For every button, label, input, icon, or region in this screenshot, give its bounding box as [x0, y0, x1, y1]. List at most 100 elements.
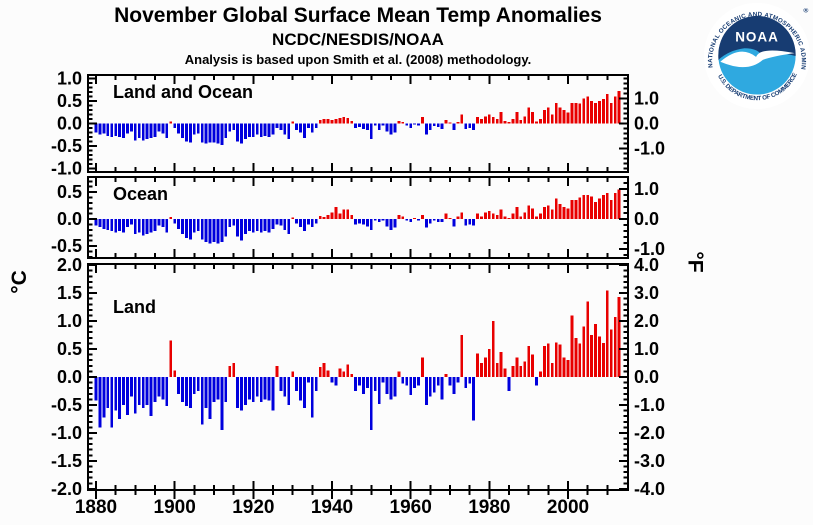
bar: [106, 377, 110, 408]
bar: [192, 219, 196, 233]
bar: [314, 219, 318, 224]
bar: [452, 123, 456, 131]
bar: [314, 123, 318, 128]
bar: [609, 102, 613, 124]
bar: [511, 213, 515, 220]
bar: [287, 123, 291, 140]
bar: [283, 123, 287, 135]
bar: [338, 213, 342, 220]
bar: [487, 349, 491, 377]
bar: [133, 219, 137, 235]
bar: [303, 123, 306, 138]
bar: [342, 209, 346, 220]
bar: [263, 377, 267, 400]
bar: [480, 216, 483, 220]
bar: [228, 219, 232, 228]
bar: [503, 216, 507, 220]
bar: [244, 377, 247, 405]
bar: [369, 123, 373, 140]
bar: [334, 377, 338, 386]
bar: [251, 123, 255, 137]
bar: [350, 120, 354, 124]
bar: [527, 107, 531, 124]
bar: [373, 123, 377, 126]
bar: [582, 98, 586, 124]
bar: [291, 121, 295, 124]
bar: [350, 374, 354, 377]
bar: [181, 123, 184, 138]
bar: [145, 377, 149, 405]
bar: [204, 377, 208, 408]
bar: [617, 297, 621, 377]
bar: [275, 123, 279, 128]
bar: [224, 377, 228, 403]
bar: [472, 123, 475, 131]
bar: [275, 219, 279, 225]
bar: [440, 377, 444, 400]
bar: [354, 123, 357, 128]
bar: [413, 217, 416, 220]
bar: [436, 219, 440, 222]
bar: [401, 216, 405, 220]
bar: [495, 363, 499, 377]
bar: [389, 377, 393, 400]
bar: [562, 207, 566, 220]
x-tick-label: 1900: [154, 497, 196, 518]
bar: [594, 323, 597, 377]
bar: [523, 212, 527, 220]
x-tick-label: 1980: [468, 497, 510, 518]
y-tick-label-f: -3.0: [634, 451, 665, 471]
bar: [145, 123, 149, 140]
bar: [232, 123, 236, 131]
bar: [220, 377, 224, 431]
bar: [303, 377, 306, 408]
bar: [586, 96, 590, 124]
y-tick-label-c: 0.5: [57, 182, 82, 202]
bar: [267, 123, 271, 137]
bar: [173, 219, 177, 224]
bar: [263, 123, 267, 137]
bar: [491, 213, 495, 220]
bar: [255, 123, 259, 135]
bar: [491, 117, 495, 124]
bar: [141, 219, 145, 236]
bar: [535, 377, 538, 386]
bar: [291, 217, 295, 220]
bar: [358, 123, 361, 128]
bar: [204, 219, 208, 242]
bar: [161, 377, 165, 400]
bar: [480, 363, 483, 377]
bar: [484, 357, 487, 377]
bar: [586, 301, 590, 377]
y-tick-label-f: 1.0: [634, 179, 659, 199]
bar: [425, 123, 428, 135]
y-tick-label-c: 1.0: [57, 311, 82, 331]
bar: [133, 123, 137, 141]
bar: [444, 374, 448, 377]
y-tick-label-f: -2.0: [634, 423, 665, 443]
bar: [480, 119, 483, 124]
bar: [224, 123, 228, 138]
bar: [279, 123, 283, 131]
bar: [468, 219, 472, 225]
bar: [196, 123, 200, 134]
bar: [275, 365, 279, 377]
bar: [157, 377, 161, 397]
bar: [413, 123, 416, 125]
bar: [554, 102, 558, 124]
bar: [594, 102, 597, 124]
y-tick-label-f: 0.0: [634, 114, 659, 134]
bar: [122, 219, 125, 233]
bar: [409, 377, 413, 395]
seagull-icon: [720, 50, 795, 68]
bar: [177, 219, 180, 229]
bar: [377, 123, 381, 131]
bar: [255, 377, 259, 397]
bar: [326, 119, 330, 124]
bar: [287, 377, 291, 405]
bar: [192, 123, 196, 135]
bar: [200, 377, 204, 425]
bar: [405, 219, 409, 221]
bar: [582, 326, 586, 377]
